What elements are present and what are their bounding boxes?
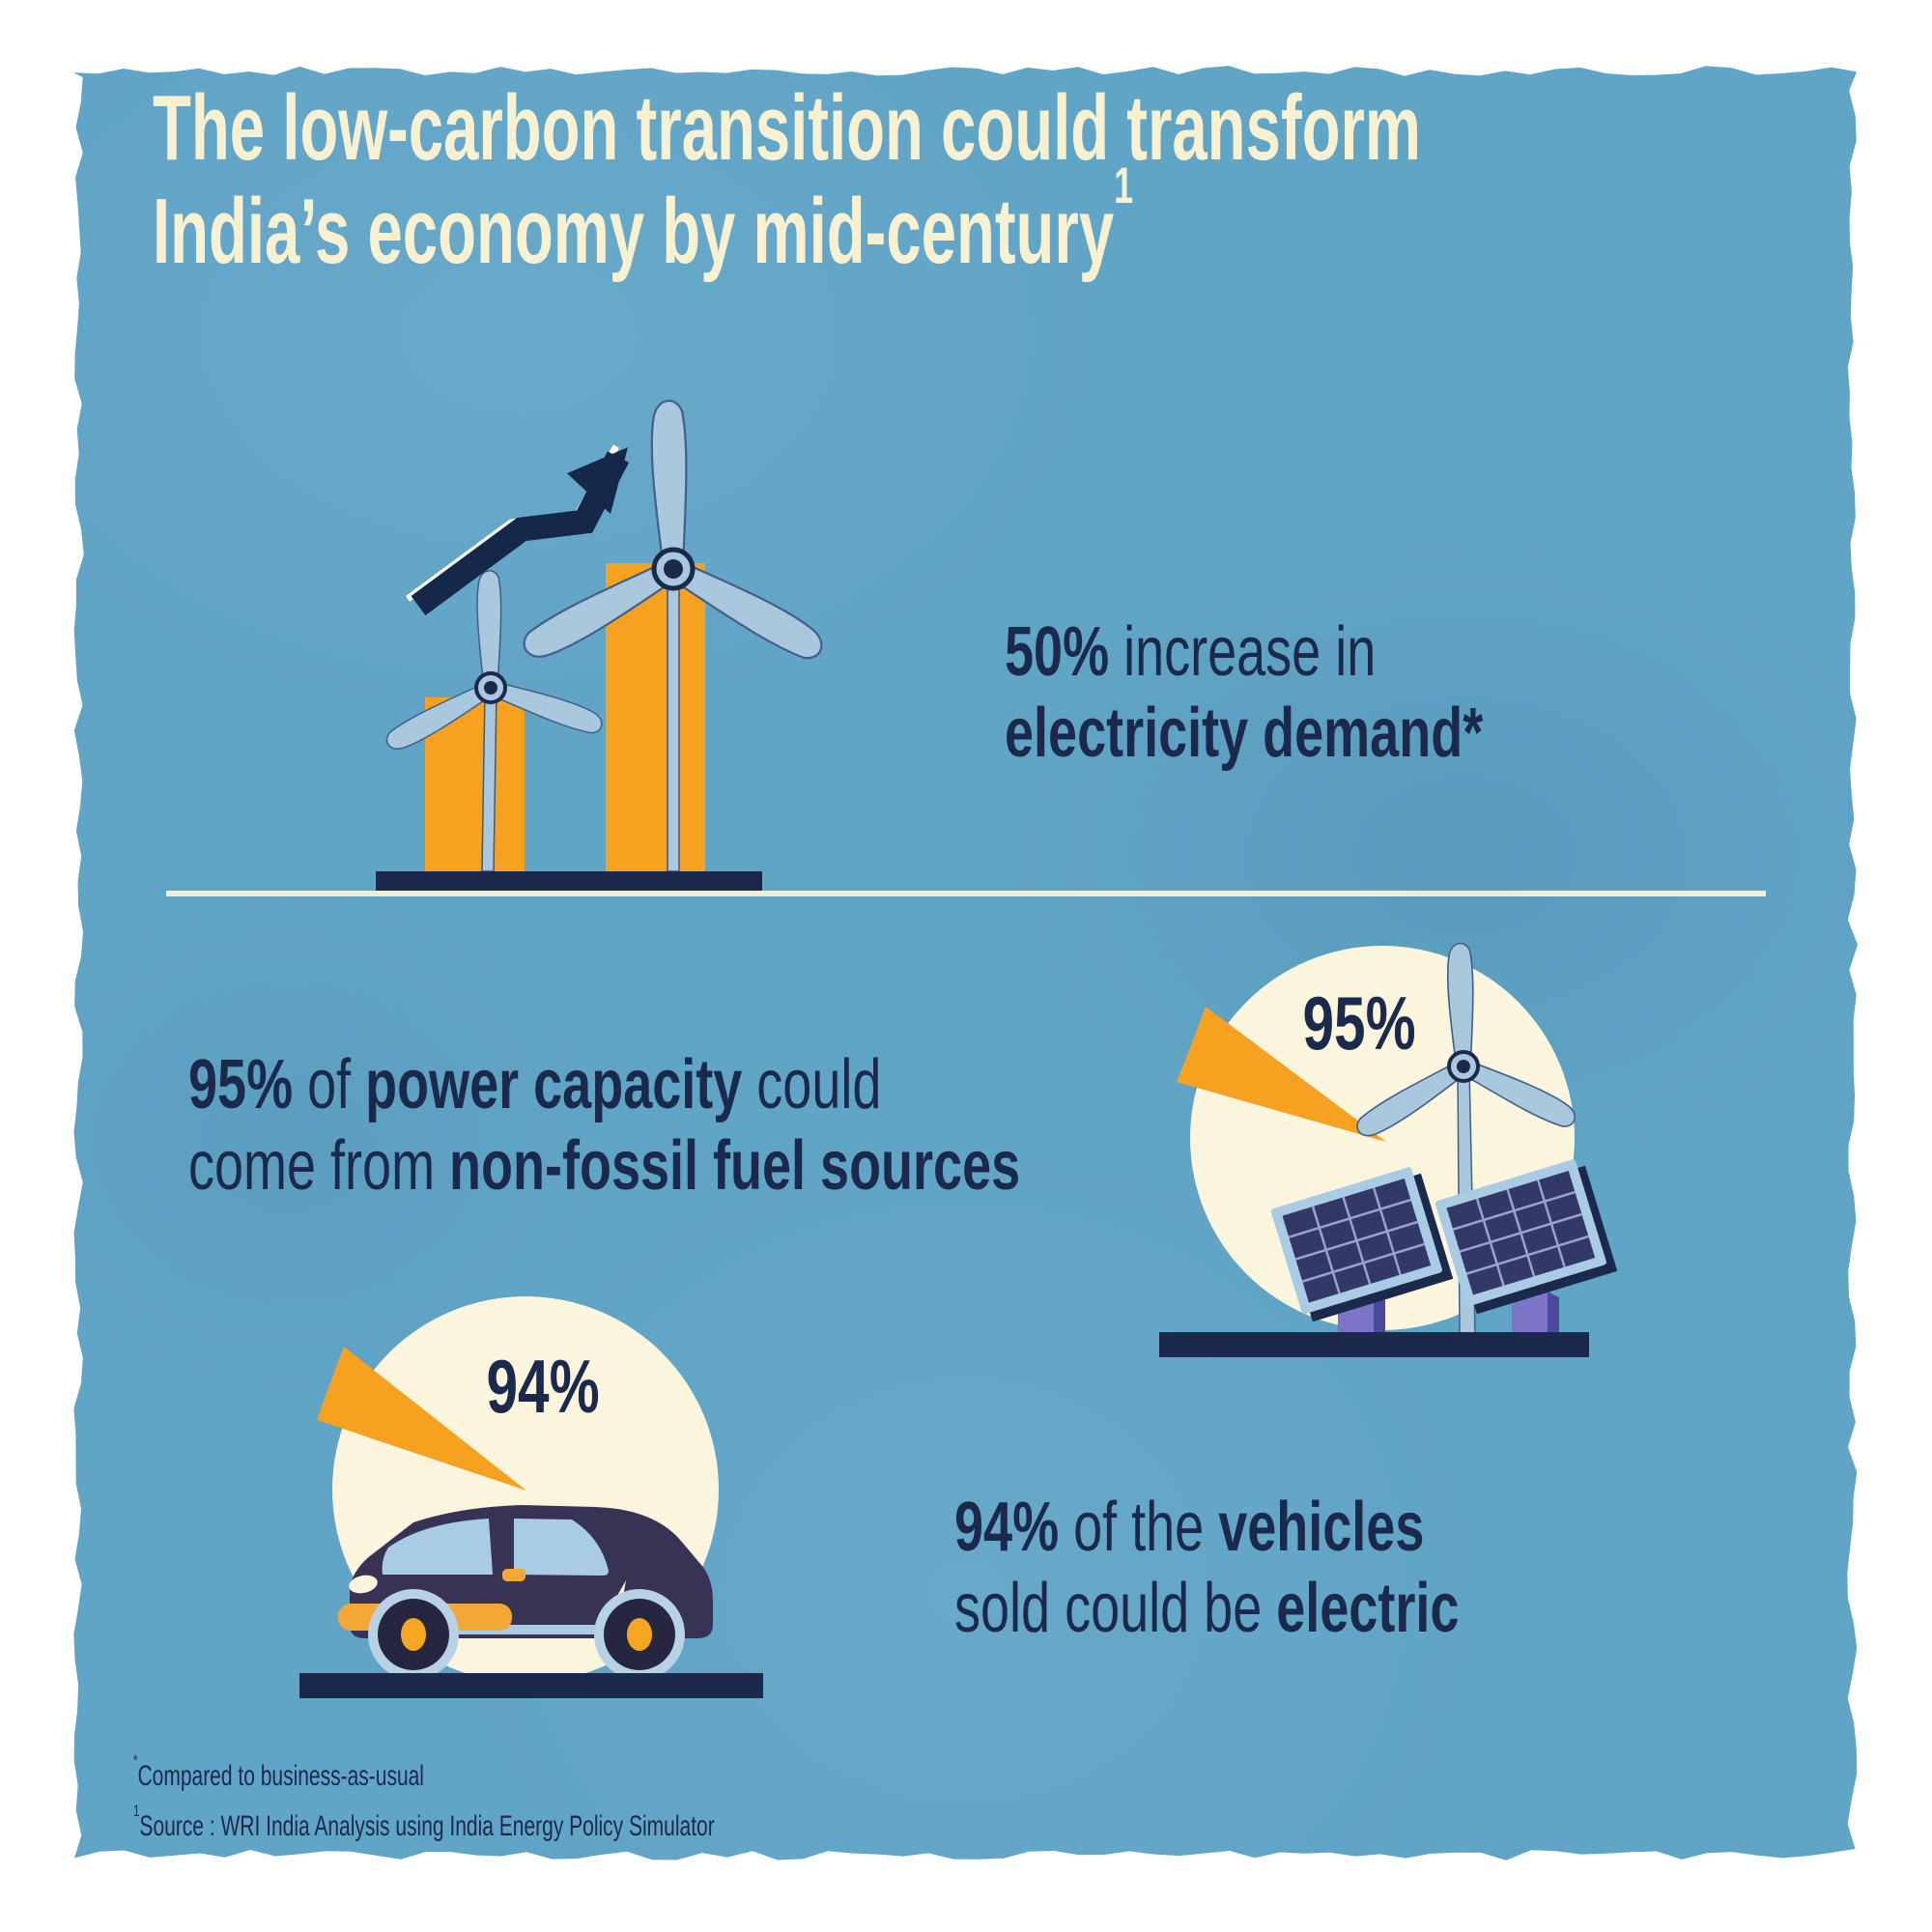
stat-electricity-demand: 50% increase in electricity demand* [1005, 612, 1642, 774]
electric-car-icon [338, 1505, 713, 1680]
wind-turbine-large-icon [515, 399, 830, 670]
wind-turbine-small-icon [381, 569, 607, 754]
growth-arrow-icon [405, 444, 630, 616]
car-headlight [349, 1575, 378, 1594]
solar-ground-bar [1159, 1332, 1589, 1357]
footnote-source: 1Source : WRI India Analysis using India… [133, 1802, 715, 1842]
pie-wedge-vehicles [317, 1347, 526, 1491]
title-line-1: The low-carbon transition could transfor… [153, 76, 1421, 180]
turbine-small-pole [481, 689, 497, 872]
growth-arrow-head [567, 447, 628, 514]
solar-panel-icon-right [1435, 1159, 1618, 1315]
stat-vehicles-line-1: 94% of the vehicles [954, 1489, 1425, 1566]
title-footnote-marker: 1 [1114, 156, 1134, 214]
pie-label-power: 95% [1302, 980, 1416, 1065]
bar-chart-base-bar [376, 871, 762, 893]
electricity-growth-illustration [376, 399, 830, 893]
stat-power-line-2: come from non-fossil fuel sources [188, 1126, 1021, 1205]
pie-label-vehicles: 94% [486, 1344, 600, 1429]
section-divider [166, 891, 1766, 896]
stat-electric-vehicles: 94% of the vehicles sold could be electr… [954, 1488, 1628, 1649]
stat-vehicles-line-2: sold could be electric [954, 1569, 1460, 1647]
wind-turbine-icon [1350, 942, 1580, 1142]
title-line-2: India’s economy by mid-century1 [153, 156, 1134, 283]
page-title: The low-carbon transition could transfor… [153, 76, 1932, 283]
footnote-comparison: *Compared to business-as-usual [133, 1751, 424, 1792]
electric-vehicle-pie-illustration [299, 1296, 763, 1698]
pie-wedge-power [1177, 1007, 1386, 1142]
car-rear-wheel [594, 1589, 685, 1680]
car-door-window [514, 1519, 609, 1576]
power-capacity-pie-illustration [1159, 942, 1618, 1357]
car-front-wheel [368, 1589, 459, 1680]
solar-panel-icon-left [1270, 1167, 1454, 1322]
stat-electricity-line-1: 50% increase in [1005, 613, 1377, 691]
car-mirror [502, 1569, 526, 1581]
stat-electricity-line-2: electricity demand* [1005, 694, 1484, 772]
road-bar [299, 1673, 763, 1698]
turbine-large-pole [667, 570, 680, 872]
stat-power-line-1: 95% of power capacity could [188, 1046, 882, 1123]
car-windshield [382, 1519, 493, 1575]
stat-power-capacity: 95% of power capacity could come from no… [188, 1045, 1297, 1207]
